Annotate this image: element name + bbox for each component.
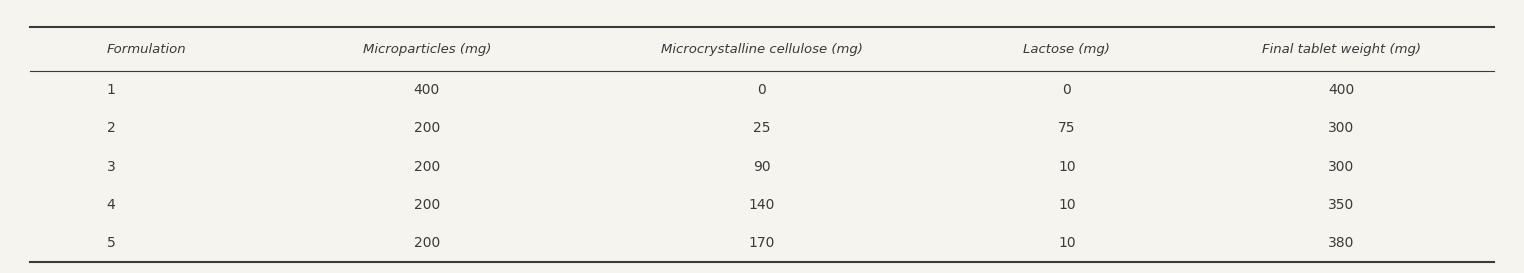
- Text: Lactose (mg): Lactose (mg): [1023, 43, 1111, 56]
- Text: 10: 10: [1058, 198, 1076, 212]
- Text: 5: 5: [107, 236, 116, 250]
- Text: 140: 140: [748, 198, 776, 212]
- Text: 0: 0: [1062, 83, 1071, 97]
- Text: 3: 3: [107, 159, 116, 174]
- Text: 400: 400: [1327, 83, 1355, 97]
- Text: 25: 25: [753, 121, 771, 135]
- Text: 350: 350: [1327, 198, 1355, 212]
- Text: 90: 90: [753, 159, 771, 174]
- Text: 4: 4: [107, 198, 116, 212]
- Text: 200: 200: [413, 121, 440, 135]
- Text: 10: 10: [1058, 236, 1076, 250]
- Text: Microparticles (mg): Microparticles (mg): [363, 43, 491, 56]
- Text: 400: 400: [413, 83, 440, 97]
- Text: 10: 10: [1058, 159, 1076, 174]
- Text: 200: 200: [413, 198, 440, 212]
- Text: 300: 300: [1327, 159, 1355, 174]
- Text: 170: 170: [748, 236, 776, 250]
- Text: 2: 2: [107, 121, 116, 135]
- Text: 200: 200: [413, 159, 440, 174]
- Text: 380: 380: [1327, 236, 1355, 250]
- Text: 0: 0: [757, 83, 767, 97]
- Text: Formulation: Formulation: [107, 43, 186, 56]
- Text: Microcrystalline cellulose (mg): Microcrystalline cellulose (mg): [661, 43, 863, 56]
- Text: 1: 1: [107, 83, 116, 97]
- Text: 200: 200: [413, 236, 440, 250]
- Text: Final tablet weight (mg): Final tablet weight (mg): [1262, 43, 1420, 56]
- Text: 300: 300: [1327, 121, 1355, 135]
- Text: 75: 75: [1058, 121, 1076, 135]
